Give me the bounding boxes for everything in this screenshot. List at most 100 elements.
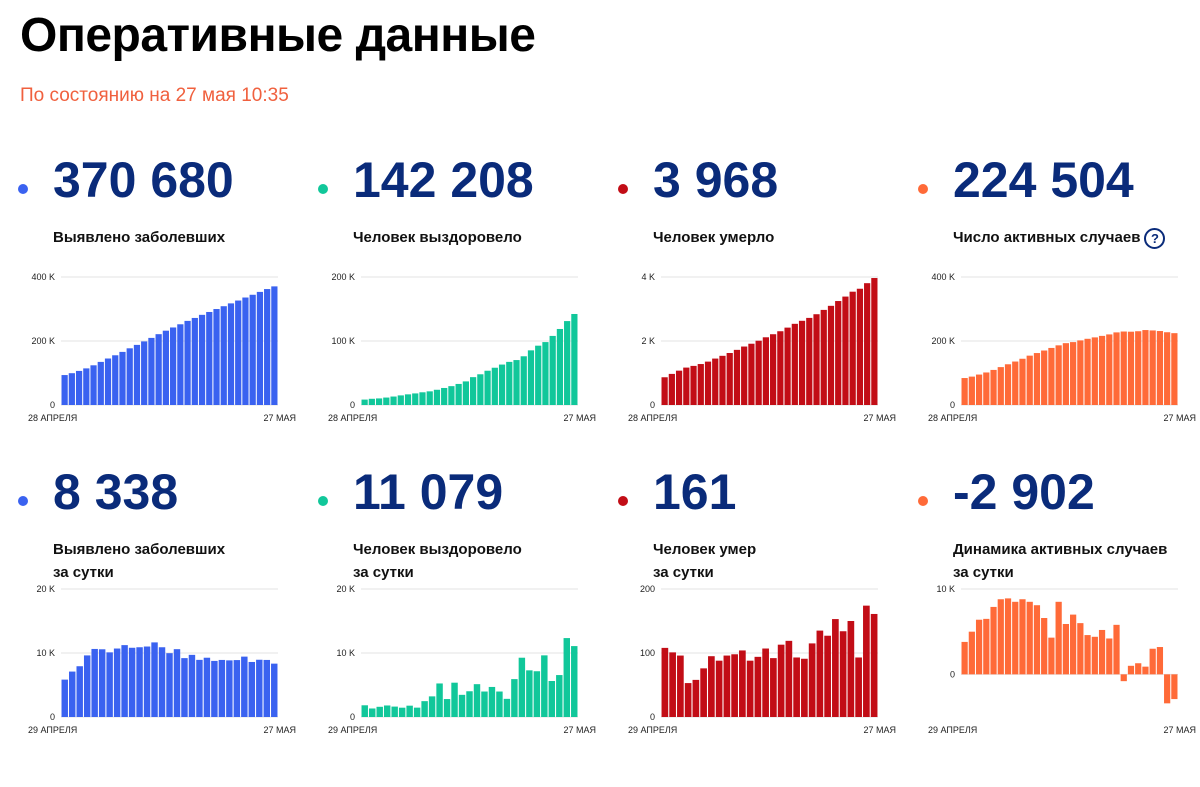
bar (571, 313, 578, 405)
bar (170, 327, 177, 405)
legend-dot (18, 496, 28, 506)
bar (661, 377, 668, 405)
bar (369, 708, 376, 717)
stat-label-text: Человек умер за сутки (653, 541, 757, 581)
bar (191, 317, 198, 405)
bar (256, 659, 263, 717)
bar (564, 321, 571, 405)
bar (533, 671, 541, 717)
bar (133, 344, 141, 405)
bar (839, 631, 847, 717)
stat-label-text: Человек выздоровело за сутки (353, 541, 522, 581)
stat-label-text: Динамика активных случаев за сутки (953, 541, 1168, 581)
bar (477, 374, 484, 405)
bar (556, 675, 563, 717)
bar (835, 301, 842, 405)
y-tick-label: 0 (950, 400, 955, 410)
stat-value: 3 968 (653, 152, 779, 208)
bar (462, 381, 469, 405)
y-tick-label: 10 K (36, 648, 55, 658)
bar (975, 619, 983, 675)
x-tick-label: 28 АПРЕЛЯ (928, 413, 977, 423)
bar (726, 353, 733, 405)
bar (196, 659, 203, 717)
page-title: Оперативные данные (20, 9, 536, 62)
bar (148, 337, 155, 405)
bar (1033, 353, 1041, 405)
stat-label: Выявлено заболевших за сутки (53, 538, 225, 584)
bar (1041, 350, 1048, 405)
bar (1113, 332, 1120, 405)
bar (1120, 331, 1127, 405)
stat-value: 8 338 (53, 464, 179, 520)
bar (864, 283, 871, 405)
bar (220, 306, 227, 405)
bar (455, 383, 462, 405)
stat-card: 224 504 Число активных случаев? 0 200 K 400 … (918, 155, 1200, 475)
bar (181, 658, 188, 717)
bar (855, 657, 862, 717)
legend-dot (18, 184, 28, 194)
bar (248, 661, 256, 717)
bar (1142, 330, 1149, 405)
bar (91, 648, 98, 717)
bar (770, 658, 777, 717)
bar (211, 660, 218, 717)
bar (61, 679, 68, 717)
bar (983, 618, 990, 675)
help-icon[interactable]: ? (1144, 227, 1166, 249)
bar (484, 370, 491, 405)
bar (97, 361, 104, 405)
bar (271, 663, 278, 717)
bar (1084, 635, 1091, 675)
stat-label: Выявлено заболевших (53, 226, 225, 249)
bar (166, 653, 173, 717)
bar (1164, 674, 1171, 704)
bar (213, 309, 220, 405)
bar (1055, 601, 1062, 675)
bar (1120, 674, 1127, 682)
bar (762, 337, 769, 405)
bar (104, 358, 112, 405)
bar (1012, 361, 1019, 405)
stat-label: Человек выздоровело за сутки (353, 538, 522, 584)
bar (1098, 629, 1106, 675)
bar (1026, 601, 1033, 675)
bar (1098, 335, 1106, 405)
mini-bar-chart: 0 100 K 200 K 28 АПРЕЛЯ 27 МАЯ (328, 272, 596, 423)
stat-card: 370 680 Выявлено заболевших 0 200 K 400 K 28 … (18, 155, 318, 475)
legend-dot (618, 184, 628, 194)
bar (397, 395, 404, 405)
bar (1041, 618, 1048, 675)
stat-value: 224 504 (953, 152, 1134, 208)
mini-bar-chart: 0 10 K 20 K 29 АПРЕЛЯ 27 МАЯ (328, 584, 596, 735)
bar (692, 679, 700, 717)
bar (1033, 605, 1041, 675)
bar (1062, 343, 1069, 405)
bar (433, 389, 441, 405)
x-tick-label: 27 МАЯ (863, 725, 896, 735)
bar (233, 660, 241, 717)
bar (1149, 648, 1156, 675)
bar (832, 619, 839, 717)
stat-card: 142 208 Человек выздоровело 0 100 K 200 K 28 … (318, 155, 618, 475)
bar (155, 334, 162, 405)
stat-label: Число активных случаев? (953, 226, 1166, 249)
bar (668, 373, 675, 405)
bar (1135, 663, 1142, 675)
stat-card: 8 338 Выявлено заболевших за сутки 0 10 K 20… (18, 467, 318, 787)
bar (426, 391, 433, 405)
bar (151, 642, 158, 717)
y-tick-label: 0 (650, 400, 655, 410)
y-tick-label: 2 K (641, 336, 655, 346)
x-tick-label: 27 МАЯ (263, 413, 296, 423)
bar (227, 303, 235, 405)
y-tick-label: 100 K (331, 336, 355, 346)
bar (708, 656, 715, 717)
x-tick-label: 29 АПРЕЛЯ (28, 725, 77, 735)
bar (556, 328, 564, 405)
bar (526, 670, 533, 717)
y-tick-label: 100 (640, 648, 655, 658)
stat-label-text: Выявлено заболевших за сутки (53, 541, 226, 581)
y-tick-label: 0 (350, 400, 355, 410)
